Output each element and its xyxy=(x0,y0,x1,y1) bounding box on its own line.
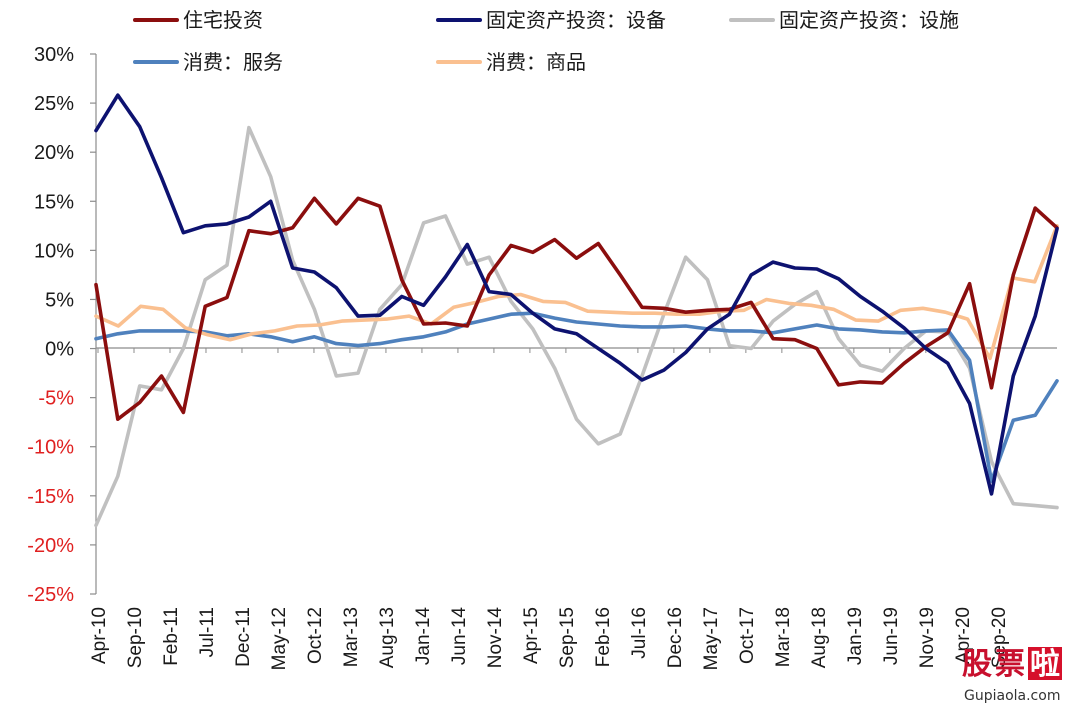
series-line-1 xyxy=(94,196,1059,422)
x-tick-label: Oct-17 xyxy=(737,607,758,664)
watermark-brand-char-1: 股 xyxy=(962,647,992,682)
x-tick-label: Mar-13 xyxy=(341,607,362,667)
watermark-brand-box xyxy=(1028,647,1062,680)
y-tick-label: -15% xyxy=(27,486,74,508)
x-tick-label: Jan-19 xyxy=(845,607,866,665)
legend-label: 固定资产投资：设施 xyxy=(779,8,959,32)
series-line-5 xyxy=(94,224,1059,361)
legend-label: 固定资产投资：设备 xyxy=(486,8,666,32)
x-tick-label: Jan-14 xyxy=(413,607,434,666)
x-axis: Apr-10 Sep-10 Feb-11 Jul-11 Dec-11 May-12 Oct-… xyxy=(89,347,1057,670)
x-tick-label: Apr-15 xyxy=(521,607,542,664)
x-tick-label: Aug-18 xyxy=(809,607,830,668)
watermark-brand-char-2: 票 xyxy=(995,647,1025,682)
x-tick-label: Jun-19 xyxy=(881,607,902,665)
x-tick-label: Jul-16 xyxy=(629,607,650,659)
watermark-brand-char-3: 啦 xyxy=(1030,647,1060,682)
legend-label: 消费：服务 xyxy=(183,50,283,74)
y-tick-label: -25% xyxy=(27,584,74,606)
series-line-3 xyxy=(94,125,1059,528)
y-tick-label: 5% xyxy=(45,289,74,311)
x-tick-label: Jul-11 xyxy=(197,607,218,657)
y-tick-label: -5% xyxy=(38,388,74,410)
x-tick-label: Feb-16 xyxy=(593,607,614,667)
x-tick-label: Apr-20 xyxy=(953,607,974,664)
y-tick-label: 20% xyxy=(34,142,74,164)
legend-item-5: 消费：商品 xyxy=(436,50,586,74)
series-line-2 xyxy=(94,93,1059,496)
plot-area xyxy=(94,93,1059,528)
site-watermark: 股 票 啦 Gupiaola.com xyxy=(962,647,1062,704)
legend-item-3: 固定资产投资：设施 xyxy=(729,8,959,32)
x-tick-label: Nov-19 xyxy=(917,607,938,668)
x-tick-label: Dec-11 xyxy=(233,607,254,667)
x-tick-label: Sep-10 xyxy=(125,607,146,668)
y-tick-label: 10% xyxy=(34,240,74,262)
y-tick-label: 25% xyxy=(34,93,74,115)
y-tick-label: 0% xyxy=(45,339,74,361)
x-tick-label: May-12 xyxy=(269,607,290,670)
legend-item-2: 固定资产投资：设备 xyxy=(436,8,666,32)
y-tick-label: 30% xyxy=(34,44,74,66)
x-tick-label: Nov-14 xyxy=(485,607,506,669)
x-tick-label: Mar-18 xyxy=(773,607,794,667)
legend-label: 住宅投资 xyxy=(183,8,263,32)
legend-label: 消费：商品 xyxy=(486,50,586,74)
legend-item-4: 消费：服务 xyxy=(133,50,283,74)
y-tick-label: 15% xyxy=(34,191,74,213)
x-tick-label: Feb-11 xyxy=(161,607,182,666)
x-tick-label: Oct-12 xyxy=(305,607,326,664)
x-tick-label: Dec-16 xyxy=(665,607,686,668)
x-tick-label: May-17 xyxy=(701,607,722,670)
x-tick-label: Sep-15 xyxy=(557,607,578,668)
y-tick-label: -10% xyxy=(27,437,74,459)
watermark-url: Gupiaola.com xyxy=(964,688,1060,704)
x-tick-label: Jun-14 xyxy=(449,607,470,666)
legend-item-1: 住宅投资 xyxy=(133,8,263,32)
y-tick-label: -20% xyxy=(27,535,74,557)
x-tick-label: Aug-13 xyxy=(377,607,398,668)
x-tick-label: Apr-10 xyxy=(89,607,110,664)
x-tick-label: Sep-20 xyxy=(989,607,1010,668)
y-axis: 30% 25% 20% 15% 10% 5% 0% -5% -10% -15% -20% -25% xyxy=(27,44,97,606)
